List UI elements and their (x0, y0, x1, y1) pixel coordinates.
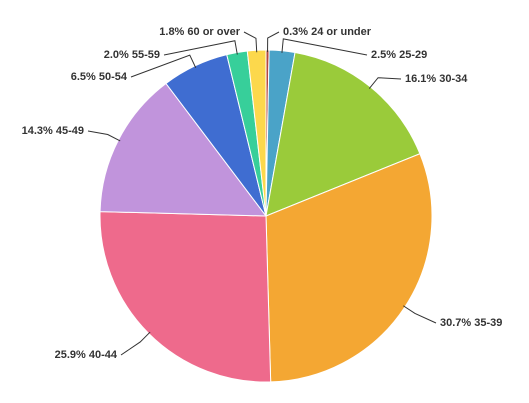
slice-label: 14.3% 45-49 (22, 125, 84, 137)
value-label: 14.3% (22, 125, 53, 137)
leader-line (267, 31, 280, 53)
value-label: 30.7% (440, 317, 471, 329)
value-label: 0.3% (283, 26, 308, 38)
slice-label: 6.5% 50-54 (71, 71, 128, 83)
leader-line (120, 331, 151, 356)
slice-label: 25.9% 40-44 (55, 349, 118, 361)
category-label: 45-49 (56, 125, 84, 137)
category-label: 50-54 (99, 71, 128, 83)
leader-line (130, 54, 197, 78)
leader-line (243, 31, 258, 53)
leader-line (281, 38, 368, 56)
pie-slice (99, 211, 272, 383)
slice-label: 16.1% 30-34 (405, 73, 468, 85)
category-label: 40-44 (89, 349, 118, 361)
slice-label: 0.3% 24 or under (283, 26, 372, 38)
slice-label: 2.5% 25-29 (371, 49, 427, 61)
category-label: 30-34 (439, 73, 468, 85)
value-label: 1.8% (159, 26, 184, 38)
leader-line (87, 130, 121, 142)
value-label: 25.9% (55, 349, 86, 361)
slice-label: 2.0% 55-59 (104, 49, 160, 61)
value-label: 2.0% (104, 49, 129, 61)
leader-line (163, 40, 238, 56)
value-label: 6.5% (71, 71, 96, 83)
category-label: 60 or over (187, 26, 240, 38)
category-label: 25-29 (399, 49, 427, 61)
leader-line (402, 305, 437, 324)
slice-label: 1.8% 60 or over (159, 26, 240, 38)
slice-label: 30.7% 35-39 (440, 317, 502, 329)
leader-line (368, 77, 402, 89)
category-label: 55-59 (132, 49, 160, 61)
category-label: 35-39 (474, 317, 502, 329)
category-label: 24 or under (311, 26, 372, 38)
value-label: 16.1% (405, 73, 436, 85)
value-label: 2.5% (371, 49, 396, 61)
